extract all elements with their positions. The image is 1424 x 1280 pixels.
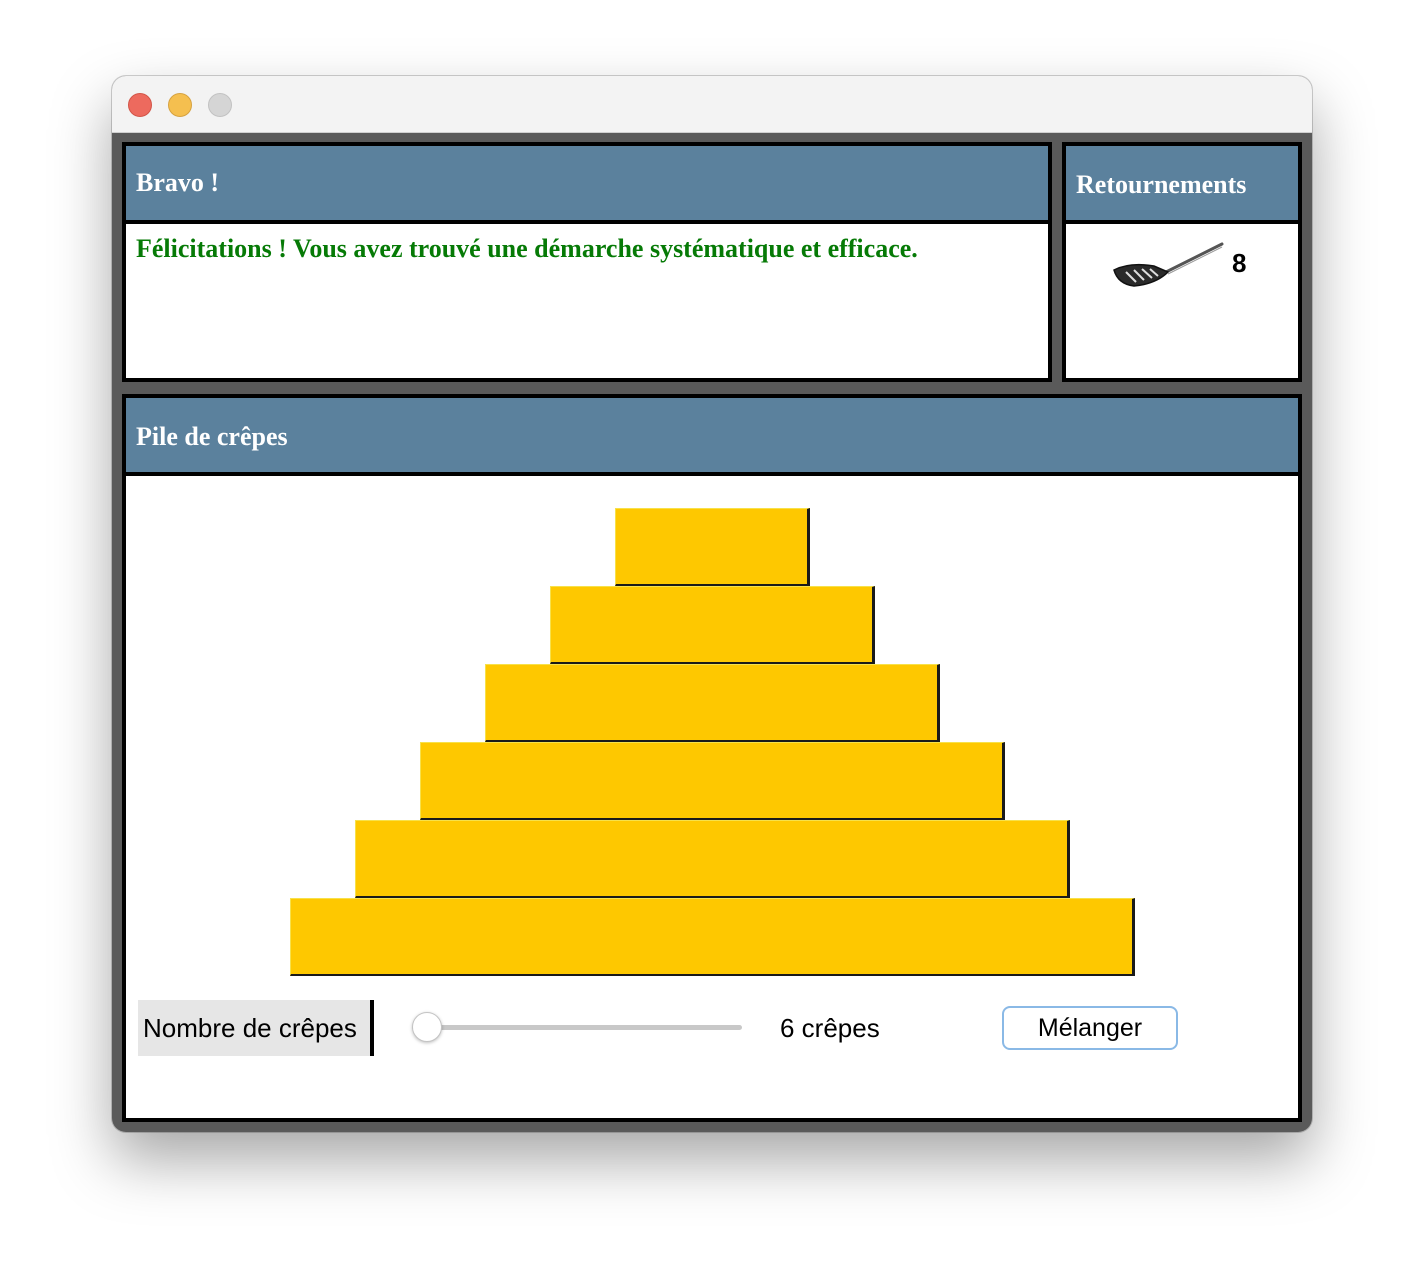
crepe-count-value: 6 crêpes (780, 1013, 880, 1043)
zoom-window-button[interactable] (208, 93, 232, 117)
success-message: Félicitations ! Vous avez trouvé une dém… (136, 234, 918, 263)
flips-panel-title: Retournements (1066, 146, 1298, 224)
spatula-icon (1113, 242, 1224, 287)
flip-counter: 8 (1232, 248, 1247, 278)
crepe-stack (126, 476, 1298, 996)
title-bar (112, 76, 1312, 133)
crepe-2[interactable] (549, 586, 875, 664)
status-panel: Bravo ! Félicitations ! Vous avez trouvé… (122, 142, 1052, 382)
flips-panel: Retournements 8 (1062, 142, 1302, 382)
crepe-6[interactable] (289, 898, 1135, 976)
slider-thumb[interactable] (412, 1012, 442, 1042)
slider-track (412, 1025, 742, 1030)
crepe-3[interactable] (484, 664, 940, 742)
controls-bar: Nombre de crêpes 6 crêpes Mélanger (126, 998, 1298, 1068)
crepe-5[interactable] (354, 820, 1070, 898)
status-panel-title: Bravo ! (126, 146, 1048, 224)
crepe-4[interactable] (419, 742, 1005, 820)
crepe-count-slider[interactable] (412, 1012, 742, 1044)
stack-panel: Pile de crêpes Nombre de crêpes 6 crêpes… (122, 394, 1302, 1122)
crepe-1[interactable] (614, 508, 810, 586)
shuffle-button[interactable]: Mélanger (1002, 1006, 1178, 1050)
app-window: Bravo ! Félicitations ! Vous avez trouvé… (112, 76, 1312, 1132)
crepe-count-label: Nombre de crêpes (138, 1000, 374, 1056)
stack-panel-title: Pile de crêpes (126, 398, 1298, 476)
close-window-button[interactable] (128, 93, 152, 117)
minimize-window-button[interactable] (168, 93, 192, 117)
